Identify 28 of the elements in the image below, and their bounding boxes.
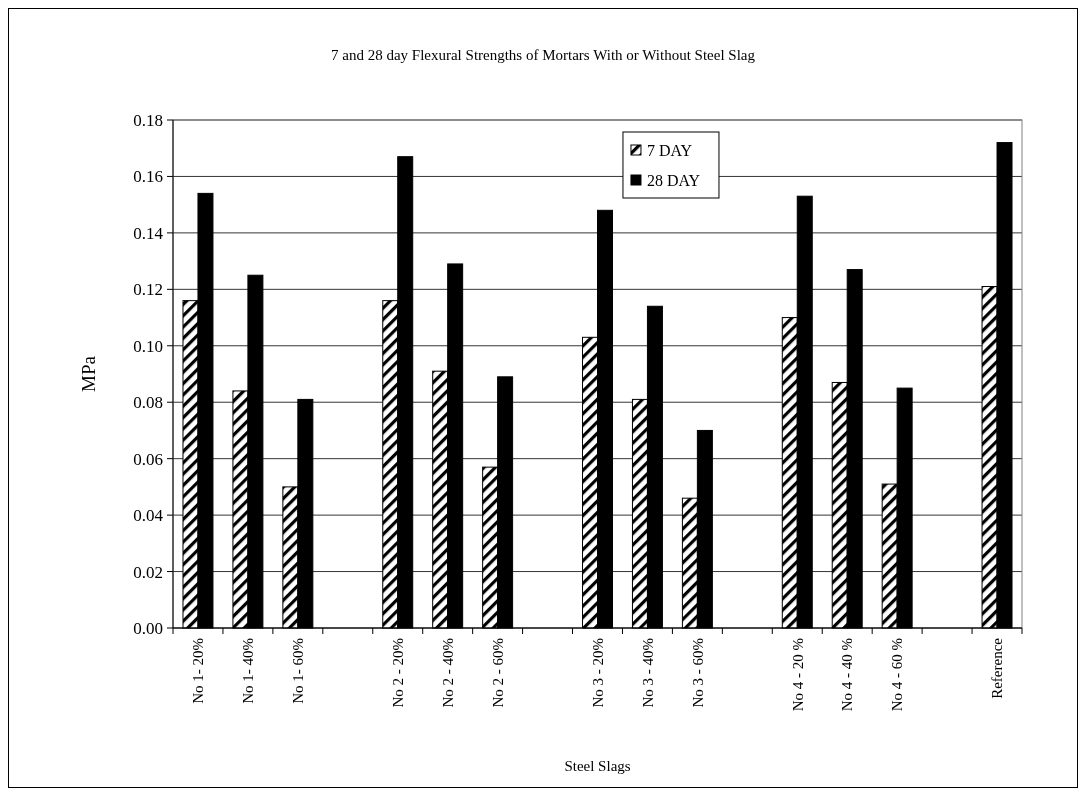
x-tick-label: No 4 - 60 % <box>889 638 906 712</box>
y-tick-label: 0.04 <box>133 506 164 526</box>
x-tick-label: No 4 - 20 % <box>789 638 806 712</box>
y-tick-label: 0.08 <box>133 393 163 413</box>
x-tick-label: No 2 - 20% <box>389 638 406 708</box>
x-tick-label: No 3 - 20% <box>589 638 606 708</box>
y-tick-label: 0.00 <box>133 618 163 638</box>
y-tick-label: 0.16 <box>133 167 163 187</box>
y-tick-label: 0.12 <box>133 280 163 300</box>
y-tick-label: 0.02 <box>133 562 163 582</box>
y-axis-title: MPa <box>78 355 99 392</box>
y-tick-label: 0.10 <box>133 336 163 356</box>
legend-label: 28 DAY <box>646 171 701 189</box>
x-tick-label: Reference <box>989 637 1006 699</box>
x-tick-label: No 3 - 40% <box>639 638 656 708</box>
x-axis-title: Steel Slags <box>564 758 631 774</box>
y-tick-label: 0.06 <box>133 449 163 469</box>
x-tick-label: No 1- 20% <box>190 638 207 704</box>
x-tick-label: No 3 - 60% <box>689 638 706 708</box>
legend-label: 7 DAY <box>646 141 693 159</box>
x-tick-label: No 1- 60% <box>290 638 307 704</box>
x-tick-label: No 4 - 40 % <box>839 638 856 712</box>
x-tick-label: No 2 - 40% <box>439 638 456 708</box>
chart-title: 7 and 28 day Flexural Strengths of Mortars With or Without Steel Slag <box>330 47 756 63</box>
x-tick-label: No 1- 40% <box>240 638 257 704</box>
x-tick-label: No 2 - 60% <box>489 638 506 708</box>
y-tick-label: 0.14 <box>133 223 164 243</box>
y-tick-label: 0.18 <box>133 110 163 130</box>
